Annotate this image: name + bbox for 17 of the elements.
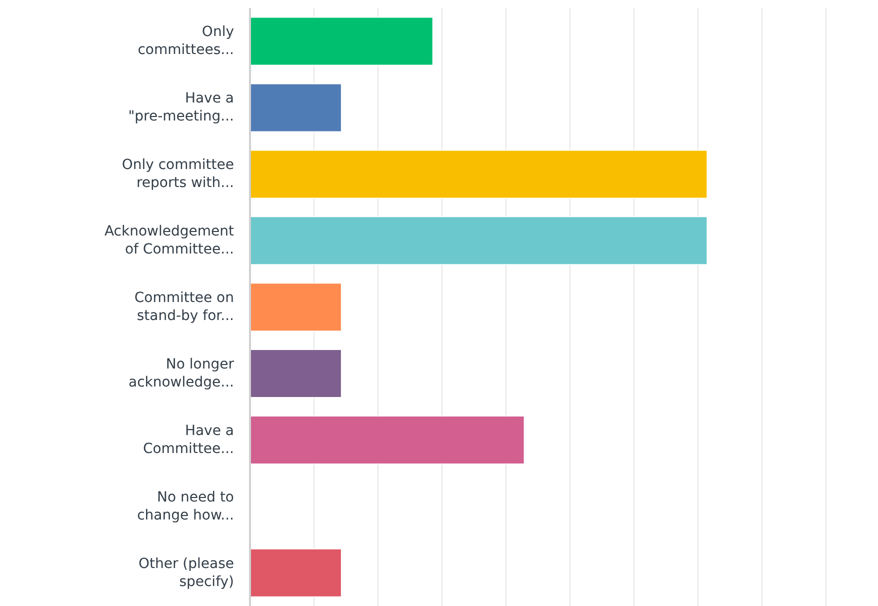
y-tick-label: Only committee reports with... [122,156,234,191]
y-tick-label: Acknowledgement of Committee... [104,223,235,258]
y-tick-label: Have a "pre-meeting... [128,90,234,124]
bar [250,83,342,132]
bar [250,282,342,332]
bar [250,349,342,398]
y-tick-label: No need to change how... [137,489,234,524]
y-tick-label: Only committees... [138,24,234,58]
y-tick-label: Other (please specify) [138,556,234,590]
bar [250,548,342,598]
bar [250,216,708,266]
bar [250,150,708,199]
y-tick-label: No longer acknowledge... [128,356,234,390]
bar [250,16,434,66]
y-tick-label: Committee on stand-by for... [134,290,234,324]
y-tick-label: Have a Committee... [142,422,234,457]
bar [250,415,525,464]
